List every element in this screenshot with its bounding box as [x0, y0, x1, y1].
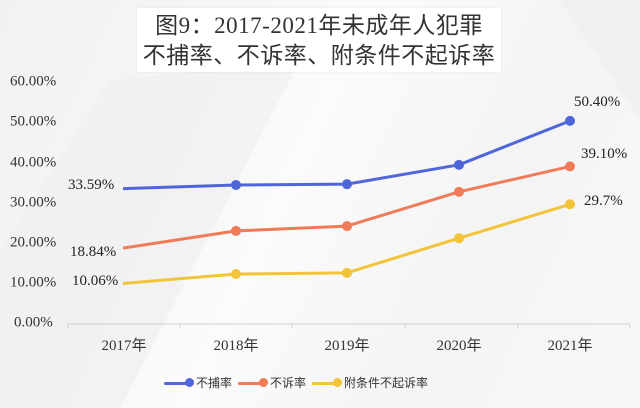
legend-swatch-blue-icon	[164, 377, 194, 388]
data-point-marker[interactable]	[231, 269, 241, 280]
data-label-conditional-2021: 29.7%	[584, 193, 623, 209]
y-tick-10: 10.00%	[10, 274, 57, 291]
legend-label: 附条件不起诉率	[344, 376, 429, 390]
chart-title-line1: 图9：2017-2021年未成年人犯罪	[155, 13, 483, 38]
data-label-buburate-2021: 50.40%	[574, 94, 621, 110]
series-line-1	[122, 164, 571, 250]
x-tick-2018: 2018年	[213, 338, 259, 354]
chart-legend: 不捕率 不诉率 附条件不起诉率	[164, 374, 434, 391]
x-tick-2021: 2021年	[547, 338, 593, 354]
data-point-marker[interactable]	[231, 225, 241, 236]
y-tick-20: 20.00%	[10, 234, 57, 251]
y-tick-0: 0.00%	[14, 314, 53, 331]
data-label-busurate-2021: 39.10%	[581, 146, 628, 162]
data-point-marker[interactable]	[231, 179, 241, 190]
data-point-marker[interactable]	[454, 186, 464, 197]
data-point-marker[interactable]	[565, 161, 575, 172]
legend-item-bubu[interactable]: 不捕率	[164, 374, 232, 391]
chart-title-line2: 不捕率、不诉率、附条件不起诉率	[142, 43, 496, 68]
data-point-marker[interactable]	[342, 179, 352, 190]
x-tick-2019: 2019年	[324, 338, 370, 354]
data-label-buburate-2017: 33.59%	[68, 177, 115, 193]
legend-label: 不诉率	[270, 376, 307, 390]
y-tick-40: 40.00%	[10, 154, 57, 171]
legend-label: 不捕率	[196, 376, 233, 390]
data-point-marker[interactable]	[454, 159, 464, 170]
x-tick-2017: 2017年	[101, 338, 147, 354]
legend-swatch-yellow-icon	[312, 377, 343, 388]
data-point-marker[interactable]	[565, 115, 575, 126]
x-axis-line	[67, 323, 631, 328]
data-label-conditional-2017: 10.06%	[72, 273, 119, 289]
chart-title-box: 图9：2017-2021年未成年人犯罪 不捕率、不诉率、附条件不起诉率	[137, 8, 501, 72]
data-label-busurate-2017: 18.84%	[70, 244, 117, 260]
data-point-marker[interactable]	[342, 267, 352, 278]
x-tick-2020: 2020年	[436, 338, 482, 354]
legend-item-busu[interactable]: 不诉率	[238, 374, 306, 391]
data-point-marker[interactable]	[565, 199, 575, 210]
series-line-0	[122, 119, 571, 191]
data-point-marker[interactable]	[454, 233, 464, 244]
legend-swatch-orange-icon	[238, 377, 269, 388]
legend-item-conditional[interactable]: 附条件不起诉率	[312, 374, 428, 391]
y-tick-30: 30.00%	[10, 194, 57, 211]
y-tick-50: 50.00%	[10, 113, 57, 130]
y-tick-60: 60.00%	[10, 73, 57, 90]
data-point-marker[interactable]	[342, 221, 352, 232]
series-lines	[122, 115, 575, 285]
